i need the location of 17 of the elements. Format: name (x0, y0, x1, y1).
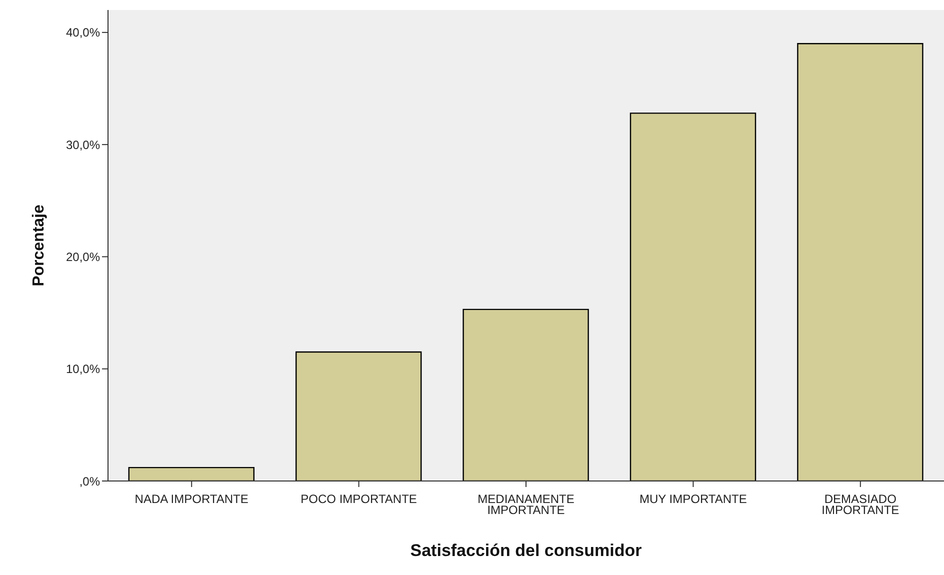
x-axis-title: Satisfacción del consumidor (410, 541, 642, 560)
bar (462, 308, 589, 481)
bar (128, 466, 254, 481)
y-tick-label: 40,0% (66, 26, 100, 40)
bar (296, 351, 422, 481)
y-axis-title: Porcentaje (30, 204, 48, 286)
x-tick-label: MUY IMPORTANTE (640, 492, 747, 506)
x-tick-label: NADA IMPORTANTE (134, 492, 248, 506)
x-tick-label: POCO IMPORTANTE (300, 492, 417, 506)
x-tick-label: MEDIANAMENTE IMPORTANTE (478, 492, 574, 517)
bar (630, 112, 756, 481)
y-tick-label: 10,0% (66, 362, 100, 376)
x-tick-label: DEMASIADO IMPORTANTE (822, 492, 900, 517)
y-tick-label: ,0% (79, 474, 100, 488)
y-tick-label: 20,0% (66, 250, 100, 264)
y-tick-label: 30,0% (66, 138, 100, 152)
bar (797, 43, 924, 481)
